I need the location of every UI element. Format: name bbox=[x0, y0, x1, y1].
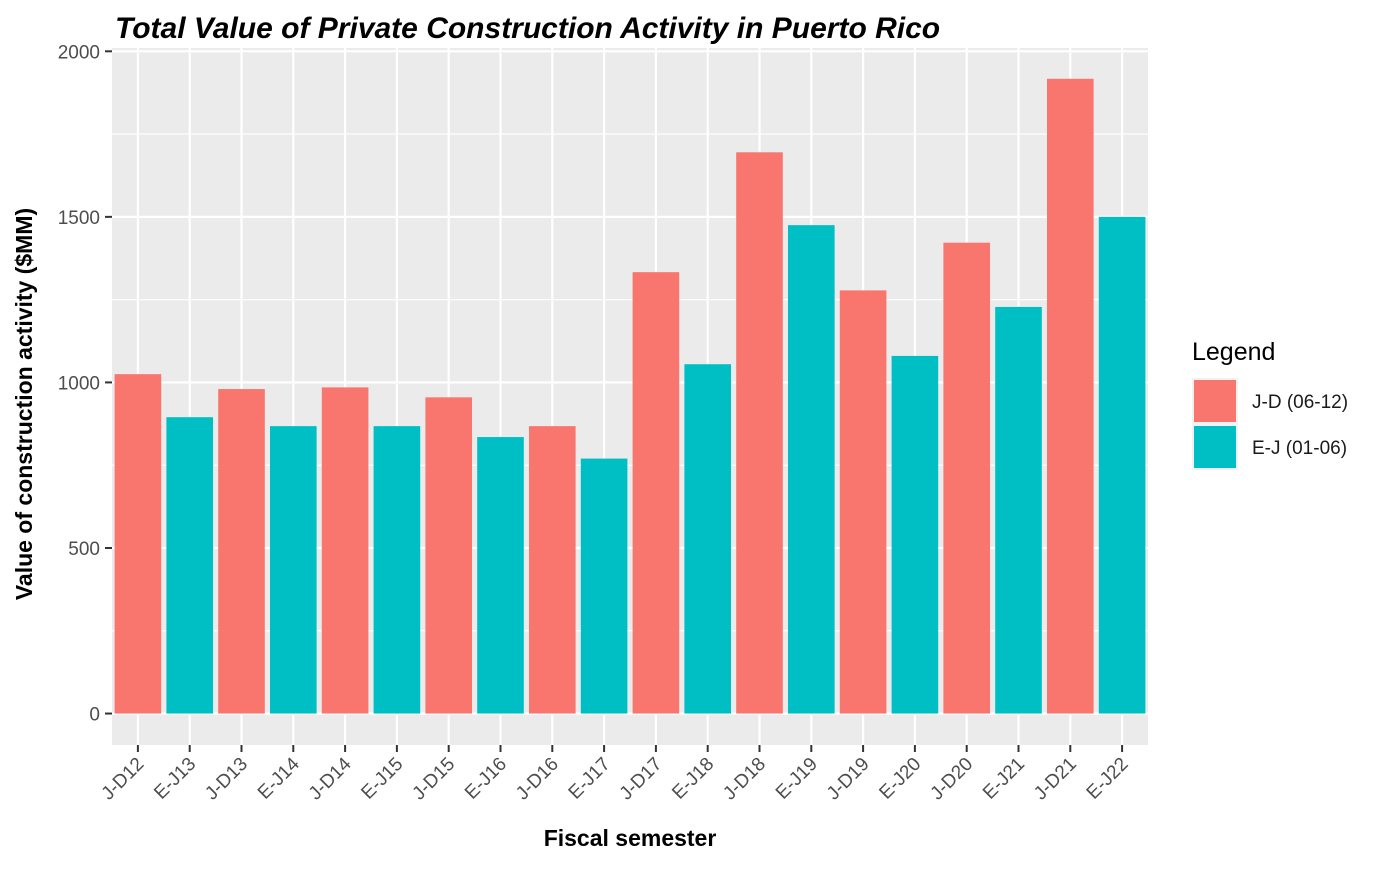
x-tick-label: J-D19 bbox=[823, 754, 874, 805]
bar-e-j19 bbox=[787, 225, 835, 714]
bar-e-j21 bbox=[995, 306, 1042, 714]
x-tick-label: J-D18 bbox=[719, 754, 770, 805]
legend-label-e-j: E-J (01-06) bbox=[1252, 438, 1347, 459]
legend-label-j-d: J-D (06-12) bbox=[1252, 392, 1348, 413]
x-tick-label: J-D17 bbox=[616, 754, 667, 805]
y-axis-title: Value of construction activity ($MM) bbox=[11, 208, 37, 600]
x-tick-label: J-D12 bbox=[98, 754, 149, 805]
bar-j-d14 bbox=[321, 387, 369, 714]
x-tick-label: J-D20 bbox=[927, 754, 978, 805]
x-axis: J-D12 E-J13 J-D13 E-J14 J-D14 E-J15 J-D15 E-J16… bbox=[98, 745, 1133, 804]
x-tick-label: E-J13 bbox=[150, 754, 200, 804]
bar-e-j15 bbox=[373, 426, 421, 714]
bar-j-d18 bbox=[736, 152, 783, 714]
bar-j-d20 bbox=[943, 242, 991, 714]
panel-background bbox=[112, 48, 1148, 745]
bar-e-j20 bbox=[891, 355, 939, 714]
bar-e-j17 bbox=[580, 458, 628, 714]
bar-e-j16 bbox=[477, 437, 524, 714]
bars bbox=[114, 78, 1146, 714]
y-tick-label: 1000 bbox=[58, 373, 100, 394]
bar-j-d17 bbox=[632, 272, 680, 714]
x-tick-label: J-D13 bbox=[201, 754, 252, 805]
x-tick-label: E-J16 bbox=[461, 754, 511, 804]
x-tick-label: E-J20 bbox=[875, 754, 925, 804]
y-tick-label: 0 bbox=[89, 705, 100, 726]
x-tick-label: E-J17 bbox=[565, 754, 615, 804]
bar-j-d12 bbox=[114, 374, 162, 714]
x-tick-label: E-J18 bbox=[668, 754, 718, 804]
y-tick-label: 2000 bbox=[58, 42, 100, 63]
bar-j-d15 bbox=[425, 397, 473, 714]
x-tick-label: E-J14 bbox=[254, 753, 304, 803]
x-tick-label: J-D16 bbox=[512, 754, 563, 805]
legend-swatch-j-d bbox=[1194, 380, 1236, 422]
chart-title: Total Value of Private Construction Acti… bbox=[115, 12, 940, 45]
bar-j-d19 bbox=[839, 290, 887, 714]
x-tick-label: E-J15 bbox=[357, 754, 407, 804]
bar-e-j22 bbox=[1098, 216, 1146, 714]
x-tick-label: J-D14 bbox=[305, 753, 356, 804]
plot-panel bbox=[112, 48, 1148, 745]
legend: Legend J-D (06-12) E-J (01-06) bbox=[1192, 338, 1348, 470]
y-axis: 0 500 1000 1500 2000 bbox=[58, 42, 112, 726]
y-tick-label: 1500 bbox=[58, 208, 100, 229]
bar-j-d16 bbox=[528, 426, 576, 714]
bar-e-j13 bbox=[166, 417, 214, 714]
x-tick-label: E-J19 bbox=[772, 754, 822, 804]
legend-swatch-e-j bbox=[1194, 426, 1236, 468]
x-tick-label: E-J21 bbox=[979, 754, 1029, 804]
bar-j-d21 bbox=[1046, 78, 1094, 714]
bar-j-d13 bbox=[218, 389, 265, 714]
bar-e-j18 bbox=[684, 364, 732, 714]
y-tick-label: 500 bbox=[68, 539, 100, 560]
x-tick-label: E-J22 bbox=[1083, 754, 1133, 804]
x-axis-title: Fiscal semester bbox=[544, 825, 717, 851]
legend-title: Legend bbox=[1192, 338, 1275, 366]
x-tick-label: J-D21 bbox=[1030, 754, 1081, 805]
x-tick-label: J-D15 bbox=[409, 754, 460, 805]
bar-e-j14 bbox=[269, 426, 317, 714]
